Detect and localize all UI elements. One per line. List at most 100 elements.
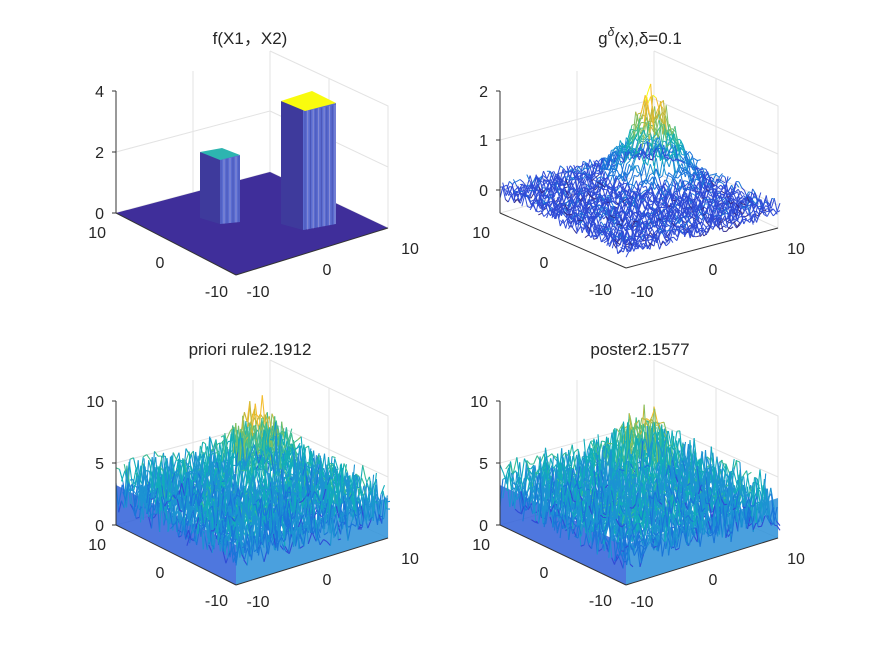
surface-mesh-line xyxy=(722,207,727,221)
surface-mesh-line xyxy=(656,187,660,200)
surface-mesh-line xyxy=(695,196,699,200)
surface-mesh-line xyxy=(565,212,570,227)
surface-mesh-line xyxy=(623,189,628,193)
surface-mesh-line xyxy=(606,184,610,195)
surface-mesh-line xyxy=(630,175,635,192)
surface-mesh-line xyxy=(624,193,628,199)
surface-mesh-line xyxy=(661,179,666,189)
surface-mesh-line xyxy=(649,172,654,176)
surface-mesh-line xyxy=(669,229,674,243)
surface-mesh-line xyxy=(703,168,707,170)
surface-mesh-line xyxy=(554,205,558,210)
surface-mesh-line xyxy=(654,118,658,124)
surface-mesh-line xyxy=(646,225,651,233)
surface-mesh-line xyxy=(540,195,544,209)
surface-mesh-line xyxy=(667,229,671,232)
surface-mesh-line xyxy=(691,183,695,189)
surface-mesh-line xyxy=(547,194,551,206)
surface-mesh-line xyxy=(603,240,608,244)
surface-mesh-line xyxy=(624,140,628,147)
surface-mesh-line xyxy=(586,183,591,189)
surface-mesh-line xyxy=(556,205,561,215)
surface-mesh-line xyxy=(578,192,582,198)
surface-mesh-line xyxy=(733,221,738,228)
surface-mesh-line xyxy=(579,178,584,183)
surface-mesh-line xyxy=(565,179,569,187)
surface-mesh-line xyxy=(571,180,575,195)
surface-mesh-line xyxy=(592,176,597,180)
surface-mesh-line xyxy=(716,178,721,183)
surface-mesh-line xyxy=(598,157,603,162)
surface-mesh-line xyxy=(655,218,660,228)
surface-mesh-line xyxy=(676,158,680,170)
surface-mesh-line xyxy=(666,238,671,243)
surface-mesh-line xyxy=(608,189,613,195)
surface-mesh-line xyxy=(139,473,145,523)
surface-mesh-line xyxy=(613,177,618,184)
surface-mesh-line xyxy=(613,169,618,172)
surface-mesh-line xyxy=(331,455,336,459)
surface-mesh-line xyxy=(558,204,562,217)
surface-mesh-line xyxy=(609,200,613,204)
surface-mesh-line xyxy=(630,224,635,241)
surface-mesh-line xyxy=(568,168,573,173)
surface-mesh-line xyxy=(729,202,734,212)
surface-mesh-line xyxy=(619,227,624,236)
surface-mesh-line xyxy=(616,170,621,179)
surface-mesh-line xyxy=(532,204,537,210)
surface-mesh-line xyxy=(646,141,651,160)
surface-mesh-line xyxy=(537,195,542,207)
surface-mesh-line xyxy=(722,174,726,178)
surface-mesh-line xyxy=(575,171,580,180)
surface-mesh-line xyxy=(663,208,668,223)
surface-mesh-line xyxy=(685,207,689,220)
surface-mesh-line xyxy=(642,244,648,250)
surface-mesh-line xyxy=(172,452,178,461)
surface-mesh-line xyxy=(707,182,711,185)
surface-mesh-line xyxy=(689,177,694,182)
surface-mesh-line xyxy=(126,469,131,505)
surface-mesh-line xyxy=(596,218,600,230)
surface-mesh-line xyxy=(628,125,633,141)
surface-mesh-line xyxy=(643,129,647,138)
surface-mesh-line xyxy=(581,176,586,191)
surface-mesh-line xyxy=(575,179,579,193)
surface-mesh-line xyxy=(649,238,653,241)
surface-mesh-line xyxy=(721,180,726,184)
surface-mesh-line xyxy=(668,175,672,178)
surface-mesh-line xyxy=(677,216,681,223)
surface-mesh-line xyxy=(650,236,655,245)
surface-mesh-line xyxy=(697,159,701,162)
surface-mesh-line xyxy=(142,454,147,458)
surface-mesh-line xyxy=(602,198,607,205)
surface-mesh-line xyxy=(585,163,590,179)
surface-mesh-line xyxy=(628,163,633,171)
surface-mesh-line xyxy=(539,194,543,197)
surface-mesh-line xyxy=(508,185,513,196)
surface-mesh-line xyxy=(502,186,506,200)
surface-mesh-line xyxy=(581,223,586,234)
surface-mesh-line xyxy=(664,196,669,208)
surface-mesh-line xyxy=(642,206,647,216)
surface-mesh-line xyxy=(691,193,696,197)
surface-mesh-line xyxy=(665,233,670,239)
surface-mesh-line xyxy=(722,206,726,208)
surface-mesh-line xyxy=(677,173,682,179)
surface-mesh-line xyxy=(635,150,640,154)
surface-mesh-line xyxy=(585,173,590,176)
surface-mesh-line xyxy=(645,192,650,205)
surface-mesh-line xyxy=(770,197,775,209)
surface-mesh-line xyxy=(715,203,720,211)
surface-mesh-line xyxy=(611,205,615,209)
surface-mesh-line xyxy=(662,108,667,130)
surface-mesh-line xyxy=(618,142,623,150)
surface-mesh-line xyxy=(595,182,599,187)
surface-mesh-line xyxy=(610,221,614,228)
surface-mesh-line xyxy=(712,208,717,219)
surface-mesh-line xyxy=(642,152,647,157)
surface-mesh-line xyxy=(606,201,610,204)
surface-mesh-line xyxy=(612,221,617,228)
surface-mesh-line xyxy=(581,167,586,172)
surface-mesh-line xyxy=(541,195,546,200)
surface-mesh-line xyxy=(629,195,633,200)
